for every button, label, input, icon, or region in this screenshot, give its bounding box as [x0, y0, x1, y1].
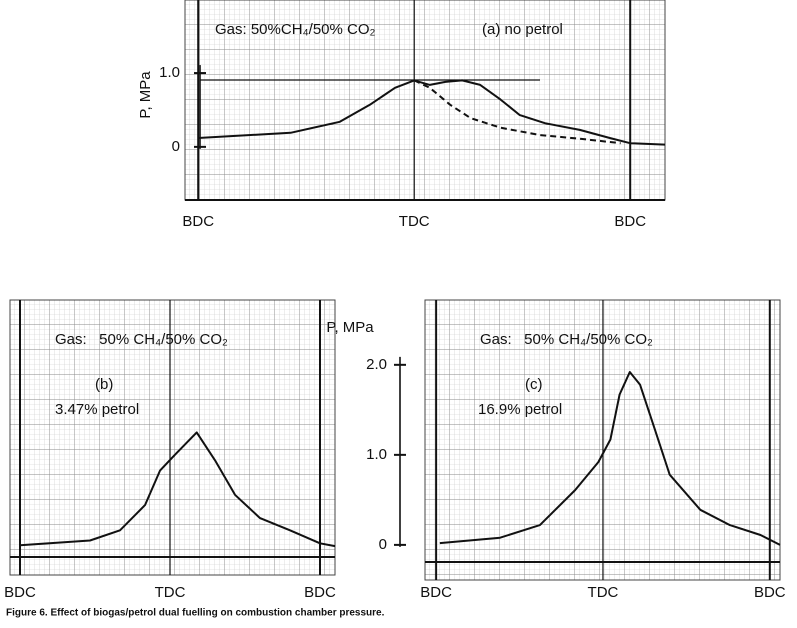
annotation: (c)	[525, 376, 543, 393]
x-tick-label: BDC	[754, 584, 786, 601]
caption: Figure 6. Effect of biogas/petrol dual f…	[6, 608, 385, 619]
annotation: Gas: 50% CH₄/50% CO₂	[55, 331, 228, 348]
x-tick-label: BDC	[182, 213, 214, 230]
pressure-curve	[19, 431, 336, 548]
y-tick-label: 0	[172, 138, 180, 155]
y-axis-label: P, MPa	[326, 319, 374, 336]
graph-paper	[184, 0, 666, 201]
x-tick-label: BDC	[420, 584, 452, 601]
x-tick-label: TDC	[155, 584, 186, 601]
y-tick-label: 1.0	[159, 64, 180, 81]
annotation: (b)	[95, 376, 113, 393]
annotation: Gas: 50% CH₄/50% CO₂	[480, 331, 653, 348]
annotation: Gas: 50%CH₄/50% CO₂	[215, 21, 376, 38]
x-tick-label: TDC	[399, 213, 430, 230]
graph-paper	[9, 299, 336, 576]
annotation: 16.9% petrol	[478, 401, 562, 418]
pressure-curve	[198, 79, 666, 146]
pressure-curve	[413, 79, 621, 145]
y-tick-label: 1.0	[366, 446, 387, 463]
x-tick-label: BDC	[304, 584, 336, 601]
x-tick-label: BDC	[4, 584, 36, 601]
x-tick-label: BDC	[614, 213, 646, 230]
y-axis-label: P, MPa	[137, 71, 154, 119]
y-tick-label: 2.0	[366, 356, 387, 373]
pressure-curve	[439, 371, 781, 546]
annotation: 3.47% petrol	[55, 401, 139, 418]
annotation: (a) no petrol	[482, 21, 563, 38]
x-tick-label: TDC	[588, 584, 619, 601]
y-tick-label: 0	[379, 536, 387, 553]
